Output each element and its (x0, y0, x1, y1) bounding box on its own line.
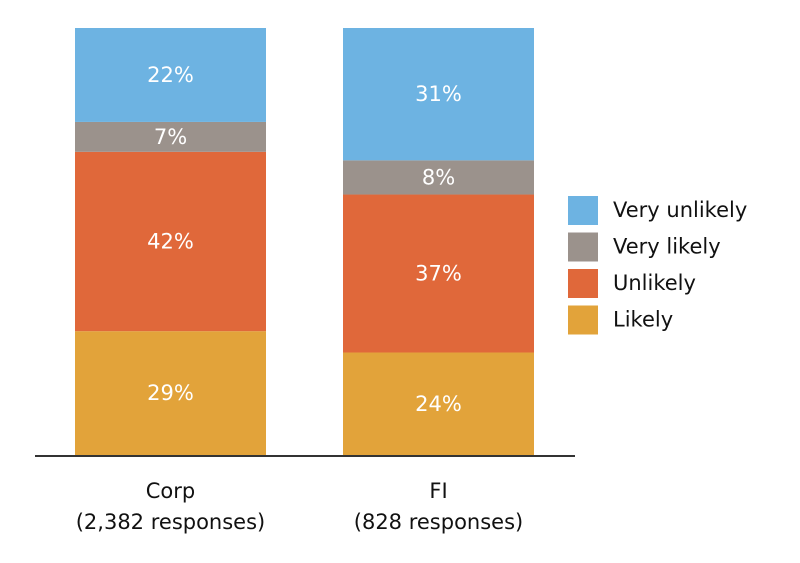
data-label: 8% (422, 165, 455, 189)
data-label: 24% (415, 392, 462, 416)
legend-label: Very likely (613, 235, 721, 259)
data-label: 37% (415, 262, 462, 286)
bar-segment-fi-very-likely (343, 160, 534, 195)
bar-segment-corp-very-unlikely (75, 28, 266, 122)
bar-segment-corp-unlikely (75, 151, 266, 332)
bar-segment-fi-unlikely (343, 194, 534, 353)
data-label: 42% (147, 230, 194, 254)
data-label: 29% (147, 381, 194, 405)
data-label: 31% (415, 82, 462, 106)
legend-swatch (568, 232, 598, 262)
data-label: 7% (154, 125, 187, 149)
legend-swatch (568, 269, 598, 298)
bar-segment-corp-likely (75, 331, 266, 455)
legend-label: Likely (613, 308, 673, 332)
category-label: Corp (146, 479, 195, 503)
legend-label: Unlikely (613, 271, 696, 295)
bar-segment-fi-likely (343, 352, 534, 455)
category-label: FI (429, 479, 447, 503)
bar-segment-corp-very-likely (75, 121, 266, 152)
legend-swatch (568, 196, 598, 225)
legend-label: Very unlikely (613, 198, 747, 222)
data-label: 22% (147, 63, 194, 87)
bar-segment-fi-very-unlikely (343, 28, 534, 161)
category-sublabel: (2,382 responses) (76, 510, 266, 534)
legend-swatch (568, 305, 598, 335)
category-sublabel: (828 responses) (354, 510, 523, 534)
